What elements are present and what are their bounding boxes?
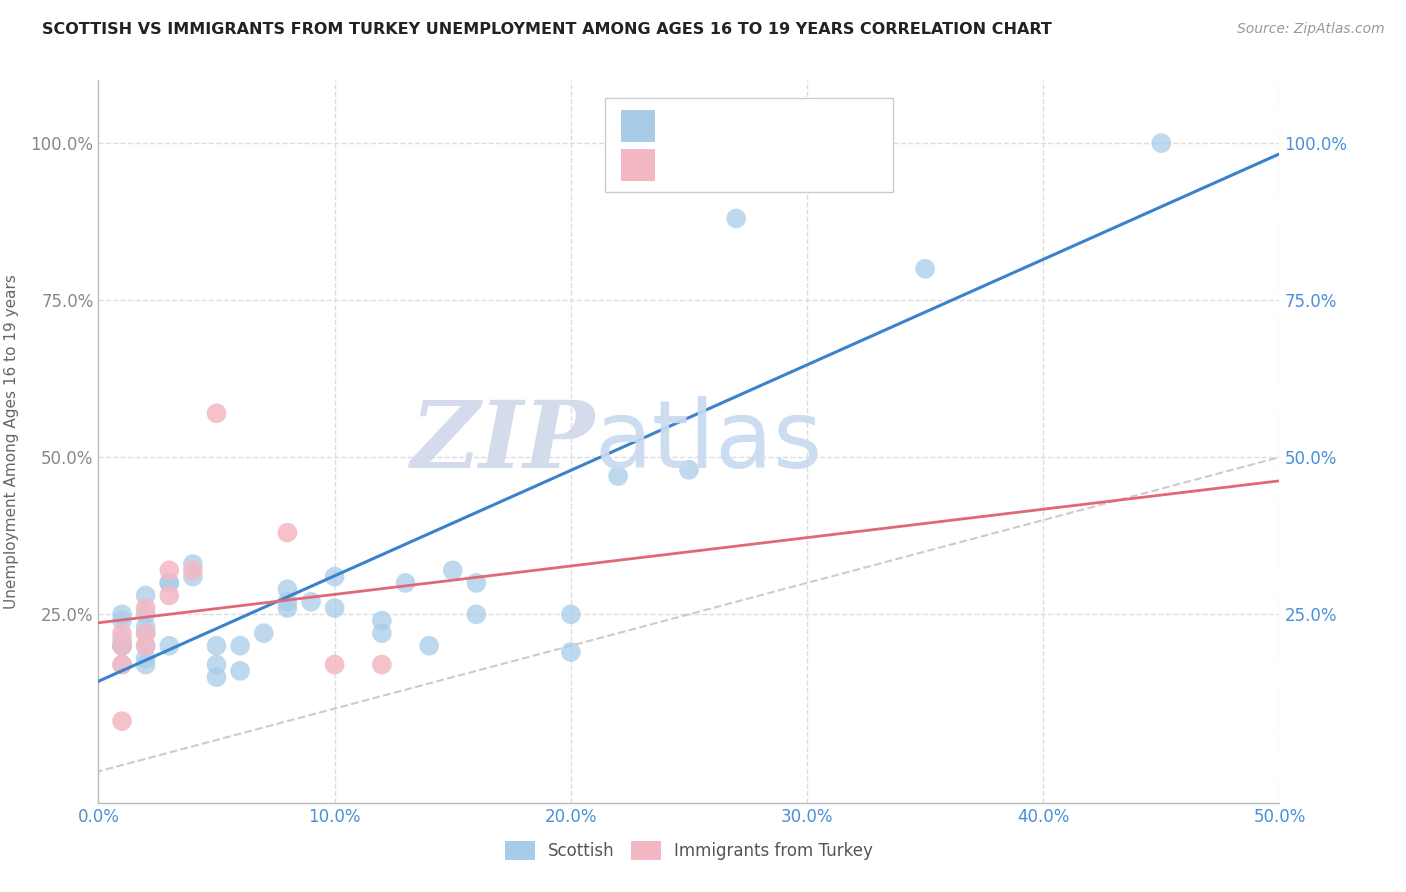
Point (111, 657, 134, 672)
Point (371, 657, 394, 672)
Point (111, 639, 134, 653)
Point (157, 639, 180, 653)
Point (394, 575, 416, 590)
Point (276, 582, 298, 597)
Point (323, 601, 346, 615)
Text: atlas: atlas (595, 395, 823, 488)
Point (205, 406, 228, 420)
Point (157, 589, 180, 603)
Point (205, 639, 228, 653)
Point (560, 645, 582, 659)
Point (135, 601, 157, 615)
Point (678, 463, 700, 477)
Point (323, 657, 346, 672)
Point (135, 620, 157, 634)
Point (418, 639, 440, 653)
Point (111, 614, 134, 628)
Point (253, 626, 276, 640)
Legend: Scottish, Immigrants from Turkey: Scottish, Immigrants from Turkey (498, 834, 880, 867)
Point (299, 595, 322, 609)
Point (135, 626, 157, 640)
Point (276, 601, 298, 615)
Point (111, 607, 134, 622)
Point (111, 657, 134, 672)
Point (157, 575, 180, 590)
Point (371, 626, 394, 640)
Point (111, 714, 134, 728)
Point (135, 607, 157, 622)
Point (181, 563, 204, 577)
Text: R = 0.310    N = 14: R = 0.310 N = 14 (662, 137, 853, 155)
Point (465, 575, 488, 590)
Point (135, 639, 157, 653)
Text: SCOTTISH VS IMMIGRANTS FROM TURKEY UNEMPLOYMENT AMONG AGES 16 TO 19 YEARS CORREL: SCOTTISH VS IMMIGRANTS FROM TURKEY UNEMP… (42, 22, 1052, 37)
Point (560, 607, 582, 622)
Point (181, 569, 204, 583)
Point (607, 469, 630, 483)
Point (111, 639, 134, 653)
Text: Source: ZipAtlas.com: Source: ZipAtlas.com (1237, 22, 1385, 37)
Point (371, 614, 394, 628)
Point (135, 651, 157, 665)
Point (323, 569, 346, 583)
Point (157, 563, 180, 577)
Text: R = 0.697    N = 46: R = 0.697 N = 46 (662, 113, 853, 131)
Point (725, 211, 748, 226)
Point (181, 557, 204, 571)
Point (276, 595, 298, 609)
Point (135, 639, 157, 653)
Point (276, 525, 298, 540)
Point (465, 607, 488, 622)
Text: ZIP: ZIP (411, 397, 595, 486)
Point (914, 261, 936, 276)
Point (135, 657, 157, 672)
Point (205, 670, 228, 684)
Point (796, 136, 818, 150)
Point (135, 626, 157, 640)
Y-axis label: Unemployment Among Ages 16 to 19 years: Unemployment Among Ages 16 to 19 years (4, 274, 20, 609)
Point (135, 589, 157, 603)
Point (229, 639, 252, 653)
Point (441, 563, 464, 577)
Point (157, 575, 180, 590)
Point (229, 664, 252, 678)
Point (111, 632, 134, 647)
Point (111, 626, 134, 640)
Point (205, 657, 228, 672)
Point (1150, 136, 1173, 150)
Point (111, 639, 134, 653)
Point (111, 639, 134, 653)
